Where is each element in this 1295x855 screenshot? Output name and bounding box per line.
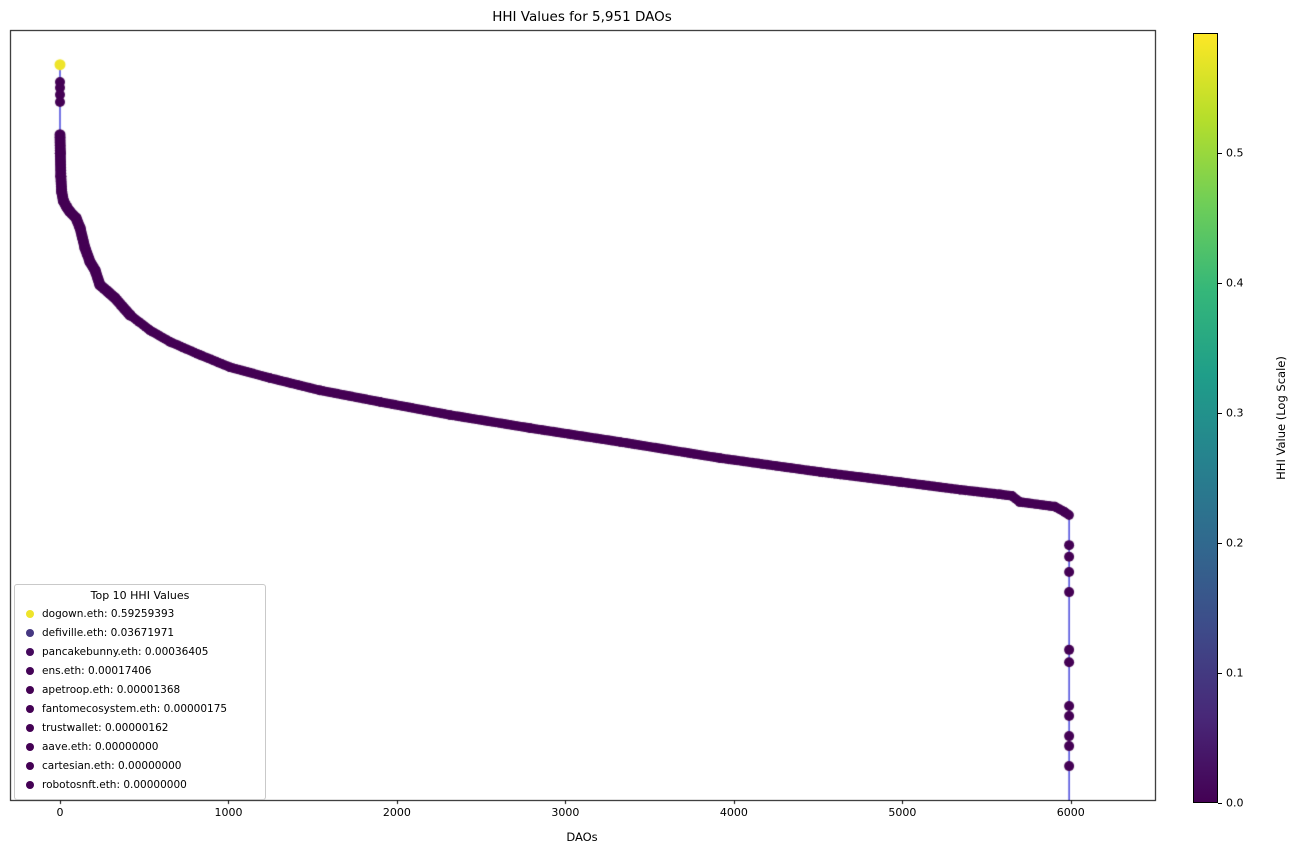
colorbar-tick-mark	[1218, 283, 1222, 285]
legend-entry-label: fantomecosystem.eth: 0.00000175	[42, 702, 228, 715]
legend-marker-icon	[26, 666, 34, 675]
x-tick-label: 6000	[1056, 806, 1085, 819]
legend-title: Top 10 HHI Values	[90, 589, 190, 602]
x-tick-label: 4000	[719, 806, 748, 819]
colorbar-tick-mark	[1218, 803, 1222, 804]
x-tick-label: 3000	[551, 806, 580, 819]
legend-entry: cartesian.eth: 0.00000000	[21, 756, 259, 775]
chart-title: HHI Values for 5,951 DAOs	[492, 9, 672, 25]
legend-entry-label: pancakebunny.eth: 0.00036405	[42, 645, 209, 658]
legend-entry-label: apetroop.eth: 0.00001368	[42, 683, 181, 696]
legend-rows: dogown.eth: 0.59259393 defiville.eth: 0.0…	[21, 604, 259, 794]
x-tick-label: 5000	[888, 806, 917, 819]
legend-entry: apetroop.eth: 0.00001368	[21, 680, 259, 699]
legend-entry-label: aave.eth: 0.00000000	[42, 740, 159, 753]
legend-entry-label: trustwallet: 0.00000162	[42, 721, 169, 734]
colorbar-tick-mark	[1218, 673, 1222, 675]
legend: Top 10 HHI Values dogown.eth: 0.59259393…	[14, 584, 266, 800]
legend-marker-icon	[26, 761, 34, 770]
colorbar-tick-label: 0.5	[1226, 146, 1244, 160]
legend-entry-label: ens.eth: 0.00017406	[42, 664, 152, 677]
legend-entry: defiville.eth: 0.03671971	[21, 623, 259, 642]
legend-marker-icon	[26, 628, 34, 637]
colorbar-tick-mark	[1218, 543, 1222, 545]
x-axis-label: DAOs	[566, 830, 598, 844]
legend-entry-label: cartesian.eth: 0.00000000	[42, 759, 182, 772]
legend-marker-icon	[26, 780, 34, 789]
legend-entry: ens.eth: 0.00017406	[21, 661, 259, 680]
legend-marker-icon	[26, 609, 34, 618]
legend-entry: aave.eth: 0.00000000	[21, 737, 259, 756]
x-tick-label: 2000	[382, 806, 411, 819]
colorbar-tick-mark	[1218, 413, 1222, 415]
colorbar-label: HHI Value (Log Scale)	[1274, 356, 1288, 480]
legend-entry: fantomecosystem.eth: 0.00000175	[21, 699, 259, 718]
legend-marker-icon	[26, 742, 34, 751]
legend-marker-icon	[26, 685, 34, 694]
colorbar-tick-label: 0.4	[1226, 276, 1244, 290]
legend-marker-icon	[26, 647, 34, 656]
colorbar-tick-label: 0.1	[1226, 666, 1244, 680]
colorbar-tick-label: 0.0	[1226, 796, 1244, 810]
legend-entry-label: dogown.eth: 0.59259393	[42, 607, 175, 620]
x-tick-label: 0	[56, 806, 64, 819]
legend-entry: robotosnft.eth: 0.00000000	[21, 775, 259, 794]
legend-entry-label: defiville.eth: 0.03671971	[42, 626, 175, 639]
legend-entry: pancakebunny.eth: 0.00036405	[21, 642, 259, 661]
colorbar	[1193, 33, 1218, 803]
colorbar-tick-mark	[1218, 153, 1222, 155]
x-tick-label: 1000	[214, 806, 243, 819]
legend-marker-icon	[26, 704, 34, 713]
colorbar-tick-label: 0.3	[1226, 406, 1244, 420]
legend-entry-label: robotosnft.eth: 0.00000000	[42, 778, 187, 791]
colorbar-tick-label: 0.2	[1226, 536, 1244, 550]
legend-entry: trustwallet: 0.00000162	[21, 718, 259, 737]
legend-entry: dogown.eth: 0.59259393	[21, 604, 259, 623]
legend-marker-icon	[26, 723, 34, 732]
